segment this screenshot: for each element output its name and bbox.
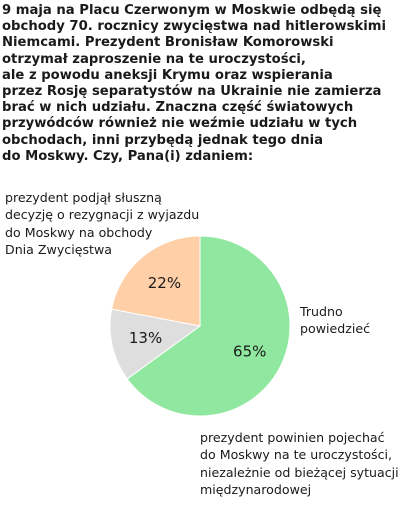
chart-title: 9 maja na Placu Czerwonym w Moskwie odbę… xyxy=(2,3,402,165)
slice-label-line: decyzję o rezygnacji z wyjazdu xyxy=(5,207,200,223)
slice-label-line: międzynarodowej xyxy=(200,481,312,497)
title-line: 9 maja na Placu Czerwonym w Moskwie odbę… xyxy=(2,3,382,18)
slice-label-line: Trudno xyxy=(300,304,343,319)
slice-label-line: niezależnie od bieżącej sytuacji xyxy=(200,464,399,480)
pie-slice-should-go xyxy=(111,235,201,327)
pie-slice-hard-to-say xyxy=(109,308,202,380)
title-line: ale z powodu aneksji Krymu oraz wspieran… xyxy=(2,67,333,83)
title-line: otrzymał zaproszenie na te uroczystości, xyxy=(2,51,306,67)
slice-label-line: Dnia Zwycięstwa xyxy=(5,241,112,257)
slice-label-line: do Moskwy na obchody xyxy=(5,224,153,240)
title-line: obchodach, inni przybędą jednak tego dni… xyxy=(2,132,323,148)
slice-label-hard-to-say: Trudno powiedzieć xyxy=(300,303,370,338)
title-line: przywódców również nie weźmie udziału w … xyxy=(2,116,358,132)
title-line: przez Rosję separatystów na Ukrainie nie… xyxy=(2,84,382,100)
title-line: brać w nich udziału. Znaczna część świat… xyxy=(2,100,354,116)
pie-slice-correct-decision xyxy=(126,235,291,417)
slice-label-correct-decision: prezydent podjął słuszną decyzję o rezyg… xyxy=(5,189,199,258)
slice-label-line: prezydent powinien pojechać xyxy=(200,430,385,445)
slice-value-label: 13% xyxy=(129,329,162,347)
slice-label-should-go: prezydent powinien pojechać do Moskwy na… xyxy=(200,429,399,498)
title-line: Niemcami. Prezydent Bronisław Komorowski xyxy=(2,35,334,51)
title-line: obchody 70. rocznicy zwycięstwa nad hitl… xyxy=(2,19,387,35)
slice-value-label: 22% xyxy=(148,274,181,292)
slice-value-label: 65% xyxy=(233,342,266,360)
title-line: do Moskwy. Czy, Pana(i) zdaniem: xyxy=(2,148,254,164)
slice-label-line: do Moskwy na te uroczystości, xyxy=(200,447,393,463)
slice-label-line: powiedzieć xyxy=(300,321,371,337)
slice-label-line: prezydent podjął słuszną xyxy=(5,190,162,205)
